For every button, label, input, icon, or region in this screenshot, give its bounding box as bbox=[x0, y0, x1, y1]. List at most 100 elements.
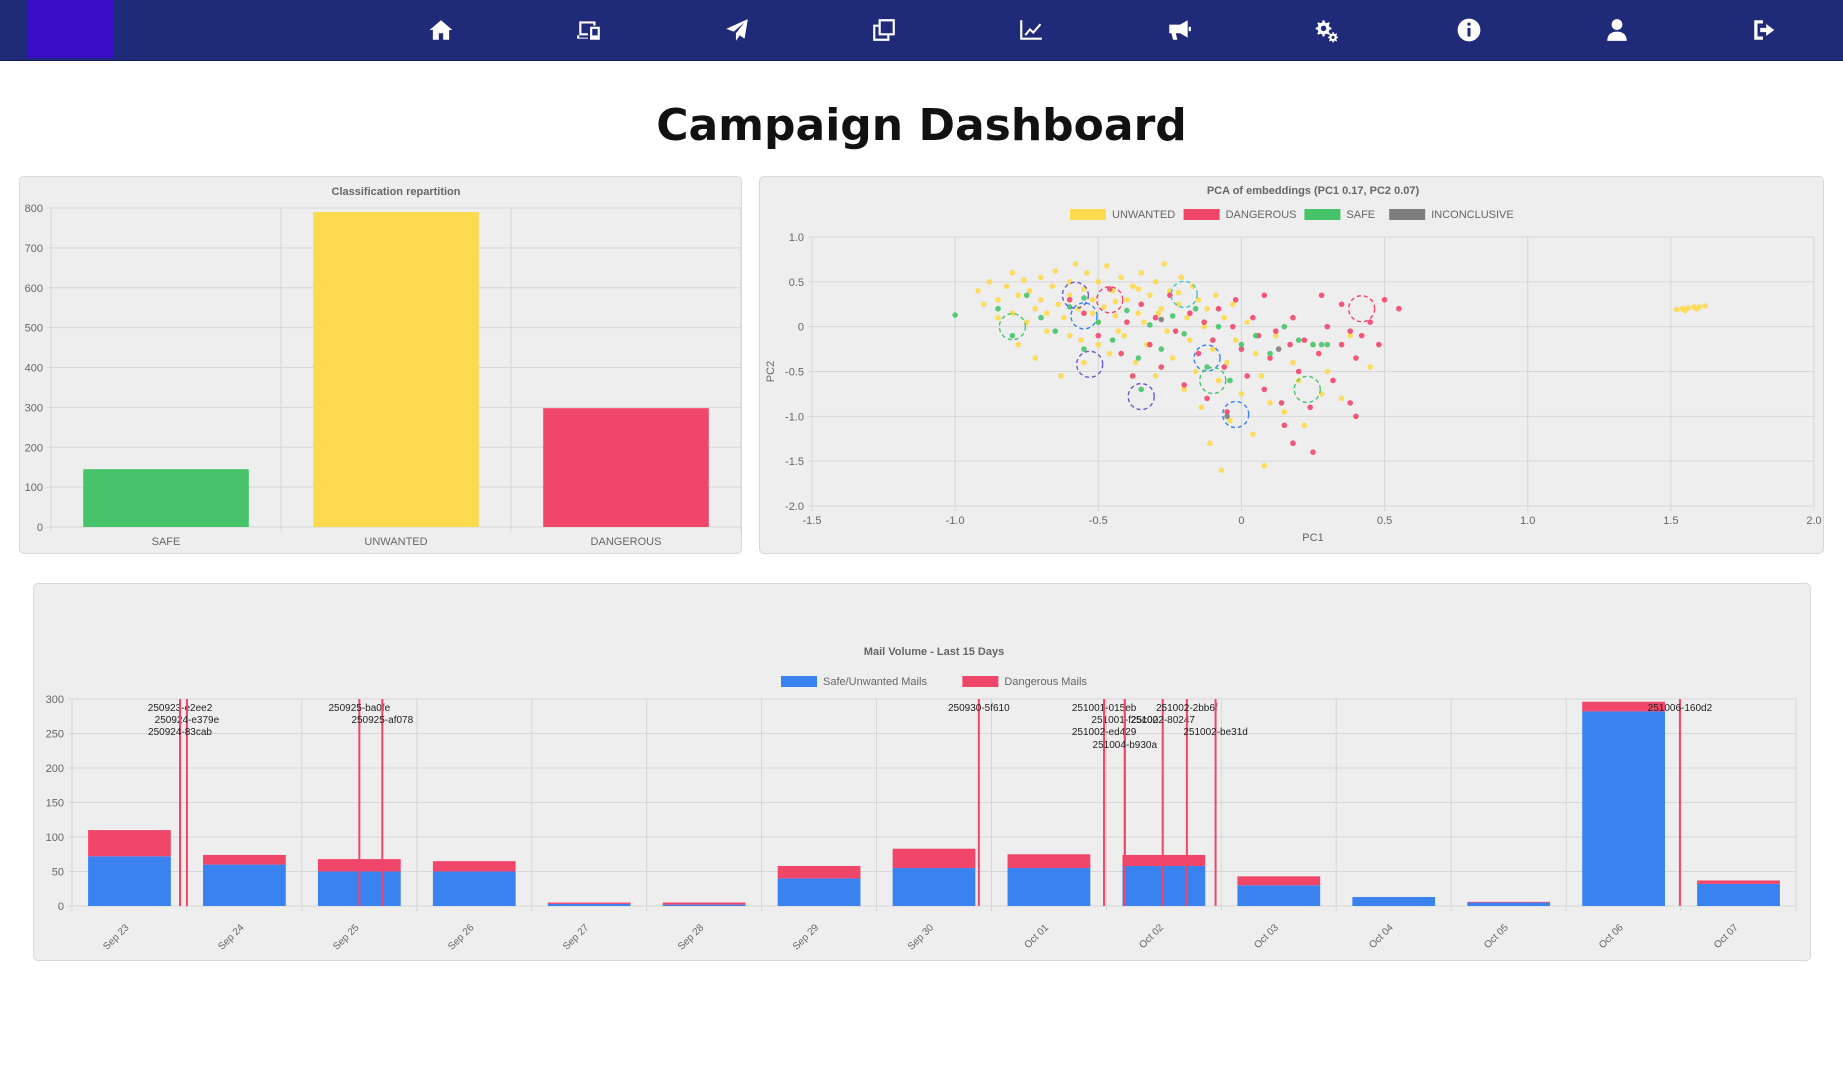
cluster-ring bbox=[1075, 350, 1104, 379]
user-icon[interactable] bbox=[1602, 15, 1632, 45]
point-unwanted bbox=[1164, 328, 1170, 334]
info-icon[interactable] bbox=[1454, 15, 1484, 45]
point-unwanted bbox=[1115, 328, 1122, 334]
y-tick-label: 700 bbox=[25, 243, 43, 255]
line-chart-icon[interactable] bbox=[1016, 15, 1046, 45]
point-unwanted bbox=[1072, 261, 1079, 267]
annotation-label: 251002-80247 bbox=[1130, 715, 1195, 726]
legend-swatch bbox=[1389, 209, 1426, 220]
point-unwanted bbox=[1015, 292, 1021, 299]
point-dangerous bbox=[1181, 382, 1187, 388]
point-dangerous bbox=[1315, 350, 1322, 357]
y-tick-label: 50 bbox=[52, 867, 64, 879]
bar-dangerous bbox=[1122, 854, 1206, 866]
point-unwanted bbox=[1261, 462, 1268, 469]
point-dangerous bbox=[1187, 310, 1193, 317]
point-unwanted bbox=[1009, 270, 1016, 276]
bar-dangerous bbox=[88, 830, 171, 857]
point-unwanted bbox=[1058, 373, 1064, 379]
devices-icon[interactable] bbox=[574, 15, 604, 45]
point-unwanted bbox=[1066, 332, 1073, 339]
logo[interactable] bbox=[28, 0, 114, 58]
bar-safe-unwanted bbox=[88, 856, 171, 906]
point-dangerous bbox=[1396, 305, 1402, 312]
point-dangerous bbox=[1221, 364, 1228, 370]
point-unwanted bbox=[1169, 355, 1176, 361]
point-unwanted bbox=[1224, 359, 1230, 366]
cluster-ring bbox=[1096, 286, 1124, 314]
y-tick-label: -1.0 bbox=[785, 411, 804, 423]
chart-title: Mail Volume - Last 15 Days bbox=[864, 646, 1004, 658]
logout-icon[interactable] bbox=[1749, 15, 1779, 45]
cluster-ring bbox=[998, 312, 1027, 341]
cluster-ring bbox=[1127, 382, 1155, 411]
point-dangerous bbox=[1152, 314, 1159, 321]
point-dangerous bbox=[1307, 404, 1313, 411]
bar-safe-unwanted bbox=[1007, 868, 1091, 906]
point-safe bbox=[1227, 377, 1233, 384]
point-dangerous bbox=[1261, 386, 1268, 393]
point-unwanted bbox=[1232, 337, 1239, 343]
point-unwanted bbox=[1152, 279, 1159, 285]
home-icon[interactable] bbox=[426, 15, 456, 45]
point-unwanted bbox=[1049, 283, 1056, 290]
cluster-ring bbox=[1293, 375, 1321, 404]
legend-label: DANGEROUS bbox=[1226, 209, 1297, 221]
point-dangerous bbox=[1172, 328, 1179, 334]
bar-safe-unwanted bbox=[1122, 865, 1206, 906]
point-unwanted bbox=[1252, 350, 1259, 357]
point-dangerous bbox=[1338, 301, 1345, 308]
point-dangerous bbox=[1310, 449, 1316, 456]
point-dangerous bbox=[1381, 296, 1388, 303]
point-dangerous bbox=[1224, 409, 1230, 415]
point-dangerous bbox=[1195, 350, 1202, 357]
point-unwanted bbox=[980, 301, 987, 308]
bar-dangerous bbox=[1582, 701, 1665, 712]
point-unwanted bbox=[1003, 283, 1010, 290]
point-unwanted bbox=[1081, 359, 1087, 366]
x-tick-label: 2.0 bbox=[1806, 515, 1821, 527]
point-dangerous bbox=[1367, 319, 1374, 325]
point-unwanted bbox=[1015, 341, 1021, 348]
copy-window-icon[interactable] bbox=[869, 15, 899, 45]
point-unwanted bbox=[1207, 440, 1213, 447]
point-dangerous bbox=[1238, 346, 1245, 352]
point-unwanted bbox=[1324, 368, 1331, 375]
point-dangerous bbox=[1106, 286, 1113, 292]
point-inconclusive bbox=[1275, 346, 1282, 352]
annotation-label: 251002-ed429 bbox=[1072, 727, 1137, 738]
point-unwanted bbox=[1210, 346, 1216, 352]
point-unwanted bbox=[1189, 283, 1196, 290]
point-unwanted bbox=[1129, 283, 1136, 290]
legend-swatch bbox=[1304, 209, 1341, 220]
annotation-label: 251002-2bb6f bbox=[1156, 703, 1218, 714]
point-dangerous bbox=[1250, 314, 1256, 321]
megaphone-icon[interactable] bbox=[1164, 15, 1194, 45]
point-unwanted bbox=[1124, 296, 1130, 303]
x-tick-label: Sep 27 bbox=[561, 922, 591, 952]
annotation-label: 250924-e379e bbox=[155, 715, 220, 726]
annotation-label: 251006-160d2 bbox=[1648, 703, 1713, 714]
send-icon[interactable] bbox=[722, 15, 752, 45]
bar-dangerous bbox=[1237, 876, 1321, 886]
point-dangerous bbox=[1138, 301, 1145, 308]
point-unwanted bbox=[1212, 292, 1219, 299]
point-safe bbox=[1009, 332, 1016, 339]
point-unwanted bbox=[1158, 305, 1165, 312]
settings-cogs-icon[interactable] bbox=[1311, 15, 1341, 45]
y-tick-label: 300 bbox=[25, 402, 43, 414]
y-tick-label: 0 bbox=[798, 322, 804, 334]
point-dangerous bbox=[1347, 328, 1354, 334]
point-unwanted bbox=[1238, 391, 1245, 397]
point-unwanted bbox=[1301, 422, 1308, 429]
point-dangerous bbox=[1278, 400, 1285, 406]
point-unwanted bbox=[1052, 268, 1059, 274]
point-unwanted bbox=[1175, 289, 1182, 296]
x-tick-label: -1.0 bbox=[946, 515, 965, 527]
point-unwanted bbox=[1147, 292, 1153, 299]
x-tick-label: Oct 06 bbox=[1597, 922, 1626, 951]
point-unwanted bbox=[1221, 314, 1228, 321]
point-unwanted bbox=[1112, 298, 1119, 305]
y-tick-label: -2.0 bbox=[785, 501, 804, 513]
y-tick-label: 100 bbox=[46, 832, 64, 844]
